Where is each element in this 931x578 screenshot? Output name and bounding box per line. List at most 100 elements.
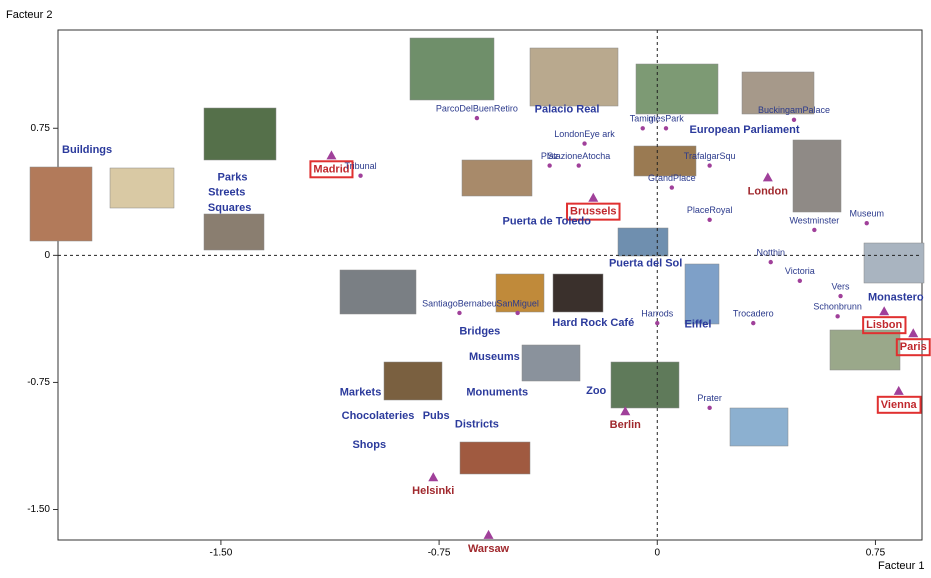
point-label: Harrods [641, 308, 674, 318]
photo [110, 168, 174, 208]
y-tick-label: -1.50 [27, 504, 50, 515]
point-label: Buildings [62, 144, 112, 156]
x-tick-label: -0.75 [428, 548, 451, 559]
point [707, 218, 711, 222]
point-label: Warsaw [468, 543, 510, 555]
photo [793, 140, 841, 212]
point [547, 163, 551, 167]
point-label: Berlin [610, 419, 641, 431]
photo [522, 345, 580, 381]
point [835, 314, 839, 318]
point-label: Parks [218, 171, 248, 183]
point [838, 294, 842, 298]
point-label: Puerta del Sol [609, 258, 682, 270]
point [475, 116, 479, 120]
point-label: Palacio Real [535, 104, 600, 116]
point [484, 530, 494, 539]
photo [460, 442, 530, 474]
point [588, 193, 598, 202]
photo [30, 167, 92, 241]
point-label: Schonbrunn [813, 302, 862, 312]
point-label: BuckingamPalace [758, 105, 830, 115]
point-label: Streets [208, 187, 245, 199]
photo [204, 108, 276, 160]
point-label: PlaceRoyal [687, 205, 733, 215]
point-label: Museums [469, 351, 520, 363]
x-tick-label: 0 [654, 548, 660, 559]
point [655, 321, 659, 325]
point [577, 163, 581, 167]
photo [636, 64, 718, 114]
point-label: Paris [900, 341, 927, 353]
point-label: Westminster [789, 215, 839, 225]
point-label: Vers [832, 281, 851, 291]
point-label: Tribunal [344, 161, 376, 171]
point [641, 126, 645, 130]
point-label: Districts [455, 419, 499, 431]
point-label: StazioneAtocha [547, 151, 610, 161]
point-label: Puerta de Toledo [503, 215, 592, 227]
photo [204, 214, 264, 250]
photo [530, 48, 618, 106]
photo [462, 160, 532, 196]
point [812, 228, 816, 232]
point-label: LondonEye ark [554, 129, 615, 139]
point-label: Shops [352, 439, 386, 451]
photo [685, 264, 719, 324]
point-label: European Parliament [690, 124, 800, 136]
photo [618, 228, 668, 256]
point [358, 174, 362, 178]
point-label: SantiagoBernabeu [422, 298, 497, 308]
point [908, 328, 918, 337]
point-label: Museum [849, 209, 884, 219]
point-label: Squares [208, 202, 251, 214]
point [457, 311, 461, 315]
y-tick-label: 0.75 [31, 123, 51, 134]
point-label: Zoo [586, 385, 606, 397]
photo [864, 243, 924, 283]
point-label: London [748, 185, 789, 197]
photo [410, 38, 494, 100]
point [763, 172, 773, 181]
y-tick-label: -0.75 [27, 377, 50, 388]
point [865, 221, 869, 225]
point-label: Prater [697, 393, 722, 403]
point [879, 306, 889, 315]
point-label: Monuments [466, 386, 528, 398]
point-label: Monastero [868, 292, 924, 304]
point-label: Helsinki [412, 485, 454, 497]
point-label: Eiffel [685, 319, 712, 331]
point-label: Chocolateries [342, 410, 415, 422]
photo [611, 362, 679, 408]
point-label: Pubs [423, 410, 450, 422]
point [582, 141, 586, 145]
point [769, 260, 773, 264]
point-label: ParcoDelBuenRetiro [436, 103, 518, 113]
point-label: Bridges [459, 326, 500, 338]
photo [553, 274, 603, 312]
point-label: Lisbon [866, 319, 902, 331]
point [664, 126, 668, 130]
point-label: Trocadero [733, 308, 774, 318]
point-label: Hard Rock Café [552, 317, 634, 329]
point [707, 163, 711, 167]
x-tick-label: 0.75 [866, 548, 886, 559]
point [751, 321, 755, 325]
point-label: Notthin [756, 248, 785, 258]
photo [340, 270, 416, 314]
point-label: GrandPlace [648, 173, 696, 183]
point [894, 386, 904, 395]
point [792, 118, 796, 122]
point-label: TrafalgarSqu [684, 151, 736, 161]
point [707, 406, 711, 410]
photo [384, 362, 442, 400]
x-axis-title: Facteur 1 [878, 560, 924, 572]
point-label: Vienna [881, 399, 918, 411]
point-label: Markets [340, 386, 382, 398]
point [798, 279, 802, 283]
photo [730, 408, 788, 446]
point-label: Victoria [785, 266, 815, 276]
point-label: SanMiguel [496, 298, 539, 308]
point [515, 311, 519, 315]
